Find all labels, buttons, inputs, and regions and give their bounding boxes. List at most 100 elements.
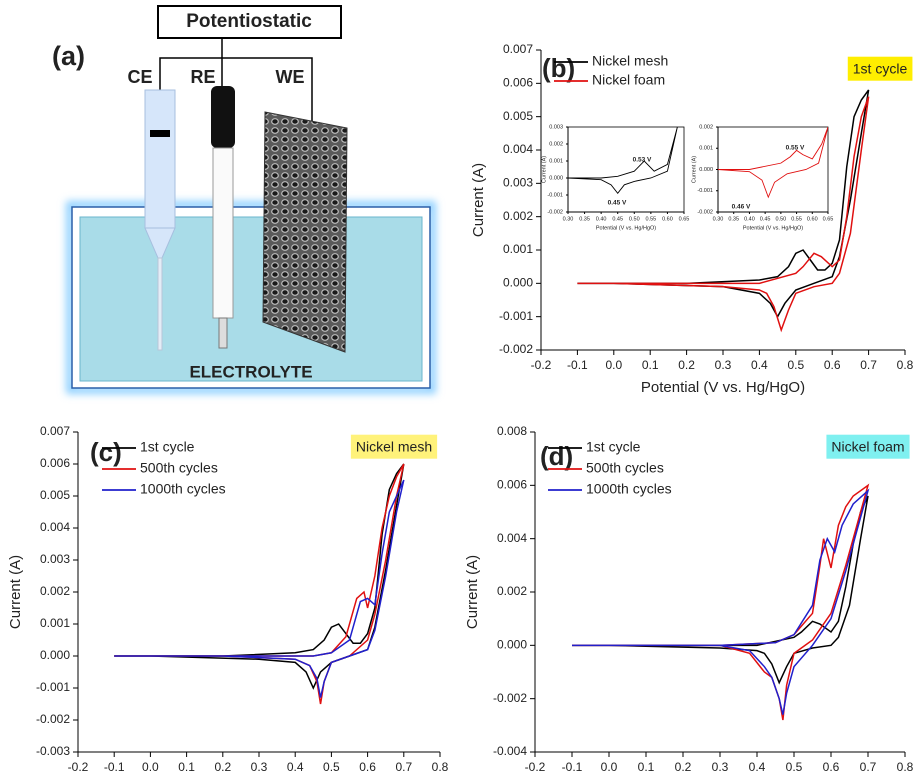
chart: -0.2 -0.1 0.0 0.1 0.2 0.3 0.4 0.5 0.6 0.7 0.8 -0.00… [7,424,449,774]
chart: -0.2 -0.1 0.0 0.1 0.2 0.3 0.4 0.5 0.6 0.7 0.8 -0.00… [464,424,914,774]
x-tick-label: 0.3 [712,760,729,774]
y-tick-label: -0.002 [499,342,533,356]
ce-rod [157,257,163,351]
x-tick-label: 0.7 [860,358,877,372]
y-axis-label: Current (A) [464,555,481,629]
y-axis-label: Current (A) [470,163,487,237]
x-tick-label: 0.40 [744,216,755,222]
y-tick-label: 0.000 [549,175,563,181]
x-tick-label: -0.2 [531,358,552,372]
x-tick-label: 0.1 [638,760,655,774]
x-tick-label: 0.45 [612,216,623,222]
y-tick-label: -0.002 [36,712,70,726]
y-axis-label: Current (A) [541,156,547,183]
x-tick-label: 0.45 [760,216,771,222]
legend-label: 1st cycle [140,439,195,455]
x-axis-label: Potential (V vs. Hg/HgO) [641,379,805,396]
x-tick-label: 0.30 [713,216,724,222]
x-tick-label: 0.0 [601,760,618,774]
badge: Nickel mesh [356,439,432,455]
x-tick-label: 0.5 [786,760,803,774]
x-tick-label: 0.6 [824,358,841,372]
x-tick-label: 0.55 [791,216,802,222]
y-tick-label: -0.004 [493,744,527,758]
y-tick-label: 0.008 [497,424,527,438]
x-tick-label: -0.1 [562,760,583,774]
cv-curve [568,127,678,195]
x-axis-label: Potential (V vs. Hg/HgO) [743,225,803,231]
badge-box [350,434,438,459]
badge: 1st cycle [853,61,908,77]
badge-box [847,56,913,81]
cv-curve [572,488,870,715]
y-tick-label: 0.001 [699,146,713,152]
x-tick-label: -0.2 [68,760,89,774]
y-tick-label: 0.003 [40,552,70,566]
y-tick-label: 0.006 [40,456,70,470]
x-tick-label: 0.6 [359,760,376,774]
peak-annotation: 0.46 V [732,204,751,211]
y-tick-label: 0.000 [40,648,70,662]
panel-label: (d) [540,441,573,471]
y-tick-label: 0.000 [497,638,527,652]
y-tick-label: -0.002 [547,209,563,215]
x-tick-label: 0.8 [897,760,914,774]
panel-label: (b) [542,53,575,83]
x-tick-label: 0.30 [563,216,574,222]
y-tick-label: 0.005 [40,488,70,502]
x-tick-label: 0.7 [860,760,877,774]
y-tick-label: 0.004 [497,531,527,545]
panel-label: (c) [90,437,122,467]
panel-label: (a) [52,41,85,71]
legend-label: 500th cycles [586,460,664,476]
x-tick-label: 0.55 [645,216,656,222]
x-tick-label: 0.0 [142,760,159,774]
cv-curve [577,96,870,333]
x-tick-label: 0.6 [823,760,840,774]
ce-electrode [144,89,176,229]
y-tick-label: 0.001 [549,158,563,164]
electrolyte-label: ELECTROLYTE [189,362,312,381]
y-tick-label: 0.003 [549,124,563,130]
y-tick-label: 0.003 [503,176,533,190]
y-tick-label: 0.000 [699,167,713,173]
x-tick-label: 0.60 [807,216,818,222]
re-tip [218,317,228,349]
ce-band [150,130,170,137]
inset-frame [567,126,685,213]
electrolyte [79,216,423,382]
cv-curve [572,495,869,685]
cv-curve [572,483,870,721]
y-tick-label: 0.006 [497,478,527,492]
re-cap [211,86,235,148]
legend-label: Nickel mesh [592,53,668,69]
x-tick-label: 0.0 [605,358,622,372]
x-tick-label: 0.1 [178,760,195,774]
wires [159,38,313,125]
y-tick-label: 0.002 [699,124,713,130]
beaker-glow [66,201,436,394]
x-tick-label: 0.65 [823,216,834,222]
y-tick-label: 0.002 [549,141,563,147]
x-tick-label: 0.2 [675,760,692,774]
x-tick-label: 0.60 [662,216,673,222]
peak-annotation: 0.45 V [608,200,627,207]
x-tick-label: 0.4 [751,358,768,372]
y-tick-label: 0.004 [503,142,533,156]
chart: 0.30 0.35 0.40 0.45 0.50 0.55 0.60 0.65 -0.002 -0… [691,124,833,231]
y-tick-label: 0.006 [503,76,533,90]
setup-diagram: (a) Potentiostatic CE RE WE ELECTROLYTE [52,5,436,394]
legend-label: Nickel foam [592,72,665,88]
y-tick-label: 0.007 [503,42,533,56]
x-tick-label: 0.1 [642,358,659,372]
x-axis-label: Potential (V vs. Hg/HgO) [596,225,656,231]
cv-curve [114,463,405,690]
charts: -0.2 -0.1 0.0 0.1 0.2 0.3 0.4 0.5 0.6 0.7 0.8 -0.00… [7,42,914,774]
electrode-label: RE [190,67,215,87]
y-tick-label: -0.002 [697,209,713,215]
electrode-label: WE [276,67,305,87]
x-tick-label: 0.5 [323,760,340,774]
x-tick-label: 0.5 [787,358,804,372]
x-tick-label: 0.8 [897,358,914,372]
